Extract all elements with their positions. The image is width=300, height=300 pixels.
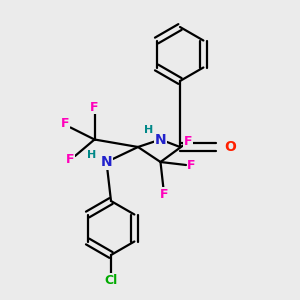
Text: F: F xyxy=(187,159,196,172)
Text: Cl: Cl xyxy=(104,274,118,287)
Text: F: F xyxy=(160,188,168,201)
Text: F: F xyxy=(66,153,74,167)
Text: F: F xyxy=(61,117,69,130)
Text: O: O xyxy=(224,140,236,154)
Text: N: N xyxy=(101,155,112,169)
Text: H: H xyxy=(88,149,97,160)
Text: F: F xyxy=(90,100,99,114)
Text: N: N xyxy=(155,133,166,146)
Text: H: H xyxy=(145,125,154,135)
Text: F: F xyxy=(184,135,192,148)
